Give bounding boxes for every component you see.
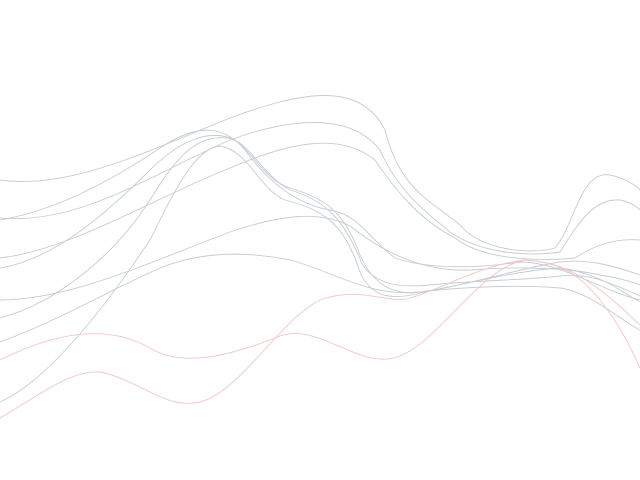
wave-line-7 xyxy=(0,134,640,331)
wave-line-10 xyxy=(0,259,640,369)
wave-line-6 xyxy=(0,253,640,343)
wave-line-1 xyxy=(0,95,640,252)
wave-line-8 xyxy=(0,145,640,403)
wave-line-11 xyxy=(0,259,640,419)
wave-line-4 xyxy=(0,129,640,301)
wave-line-3 xyxy=(0,142,640,260)
wave-line-9 xyxy=(0,137,640,319)
wave-line-group xyxy=(0,95,640,419)
wave-line-5 xyxy=(0,215,640,301)
wave-line-2 xyxy=(0,122,640,255)
